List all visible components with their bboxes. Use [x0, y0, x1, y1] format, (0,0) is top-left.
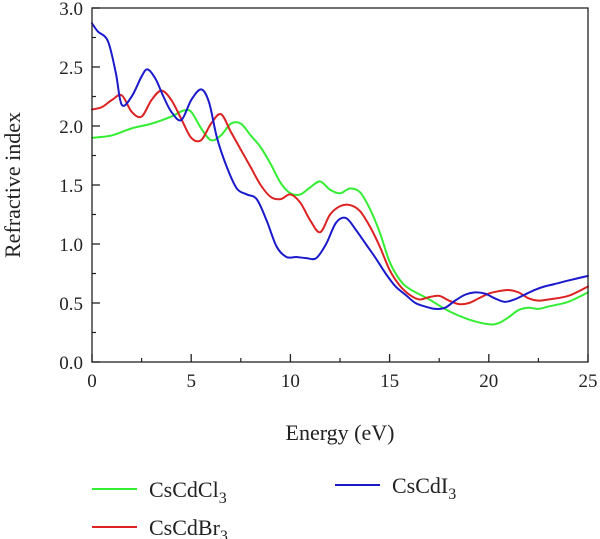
legend-label: CsCdCl3: [149, 477, 227, 507]
y-tick-label: 3.0: [59, 0, 83, 20]
y-axis-title: Refractive index: [0, 112, 25, 258]
legend-label: CsCdBr3: [149, 515, 228, 539]
x-tick-label: 25: [579, 371, 598, 392]
series-cscdbr3-line: [91, 89, 589, 306]
legend: CsCdCl3 CsCdBr3 CsCdI3: [92, 473, 456, 539]
x-tick-label: 5: [186, 371, 196, 392]
x-tick-label: 15: [380, 371, 399, 392]
y-tick-label: 2.5: [59, 58, 83, 79]
y-tick-label: 2.0: [59, 117, 83, 138]
x-tick-label: 20: [479, 371, 498, 392]
legend-label: CsCdI3: [392, 473, 456, 503]
x-axis-title: Energy (eV): [286, 420, 395, 445]
y-tick-label: 1.5: [59, 176, 83, 197]
axes: 0 5 10 15 20 25 0.0 0.5 1.0 1.5 2.0 2.5 3.0: [59, 0, 597, 392]
plot-frame: [91, 7, 589, 363]
y-tick-label: 0.5: [59, 294, 83, 315]
series-layer: [91, 22, 589, 326]
x-tick-label: 10: [281, 371, 300, 392]
series-cscdcl3-line: [91, 108, 589, 326]
y-tick-label: 0.0: [59, 353, 83, 374]
y-tick-label: 1.0: [59, 235, 83, 256]
series-cscdi3-line: [91, 22, 589, 310]
x-tick-label: 0: [87, 371, 97, 392]
